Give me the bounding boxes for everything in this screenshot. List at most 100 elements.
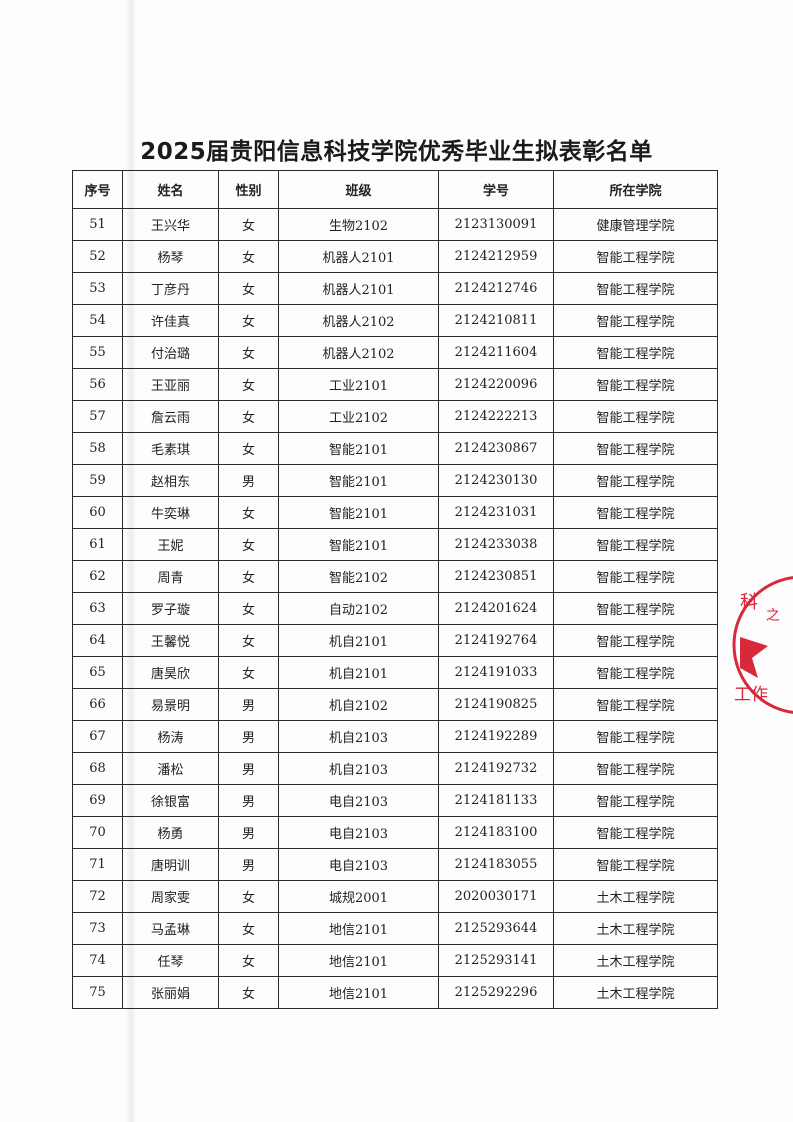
cell-gender: 女 — [218, 912, 279, 945]
cell-class: 智能2101 — [278, 464, 439, 497]
cell-student-id: 2124192732 — [438, 752, 554, 785]
cell-college: 土木工程学院 — [553, 976, 718, 1009]
cell-student-id: 2124191033 — [438, 656, 554, 689]
cell-gender: 男 — [218, 848, 279, 881]
cell-college: 智能工程学院 — [553, 304, 718, 337]
cell-class: 智能2101 — [278, 496, 439, 529]
cell-class: 机自2102 — [278, 688, 439, 721]
cell-class: 机器人2101 — [278, 240, 439, 273]
column-header-seq: 序号 — [72, 170, 123, 209]
cell-student-id: 2124230130 — [438, 464, 554, 497]
cell-seq: 68 — [72, 752, 123, 785]
cell-student-id: 2124212746 — [438, 272, 554, 305]
cell-gender: 女 — [218, 976, 279, 1009]
cell-gender: 男 — [218, 464, 279, 497]
cell-class: 机自2101 — [278, 624, 439, 657]
cell-student-id: 2124212959 — [438, 240, 554, 273]
table-row: 75 张丽娟女地信2101 2125292296 土木工程学院 — [72, 976, 718, 1009]
cell-gender: 女 — [218, 560, 279, 593]
cell-seq: 54 — [72, 304, 123, 337]
cell-gender: 女 — [218, 624, 279, 657]
column-header-name: 姓名 — [122, 170, 219, 209]
cell-college: 智能工程学院 — [553, 784, 718, 817]
cell-college: 智能工程学院 — [553, 848, 718, 881]
table-row: 70 杨勇男电自2103 2124183100 智能工程学院 — [72, 816, 718, 849]
table-row: 55 付治璐女机器人2102 2124211604 智能工程学院 — [72, 336, 718, 369]
cell-name: 唐明训 — [122, 848, 219, 881]
cell-college: 智能工程学院 — [553, 240, 718, 273]
cell-name: 张丽娟 — [122, 976, 219, 1009]
cell-gender: 男 — [218, 688, 279, 721]
cell-seq: 74 — [72, 944, 123, 977]
table-row: 64 王馨悦女机自2101 2124192764 智能工程学院 — [72, 624, 718, 657]
cell-college: 智能工程学院 — [553, 368, 718, 401]
cell-class: 机器人2102 — [278, 304, 439, 337]
cell-name: 王亚丽 — [122, 368, 219, 401]
cell-student-id: 2124201624 — [438, 592, 554, 625]
cell-seq: 56 — [72, 368, 123, 401]
cell-class: 工业2102 — [278, 400, 439, 433]
cell-student-id: 2124192289 — [438, 720, 554, 753]
cell-college: 智能工程学院 — [553, 816, 718, 849]
cell-gender: 女 — [218, 368, 279, 401]
cell-class: 地信2101 — [278, 976, 439, 1009]
table-row: 59 赵相东男智能2101 2124230130 智能工程学院 — [72, 464, 718, 497]
cell-class: 自动2102 — [278, 592, 439, 625]
cell-class: 电自2103 — [278, 816, 439, 849]
cell-gender: 女 — [218, 432, 279, 465]
cell-seq: 52 — [72, 240, 123, 273]
cell-name: 杨勇 — [122, 816, 219, 849]
cell-gender: 女 — [218, 592, 279, 625]
cell-seq: 59 — [72, 464, 123, 497]
cell-seq: 63 — [72, 592, 123, 625]
cell-gender: 女 — [218, 208, 279, 241]
column-header-gender: 性别 — [218, 170, 279, 209]
cell-college: 土木工程学院 — [553, 880, 718, 913]
table-row: 56 王亚丽女工业2101 2124220096 智能工程学院 — [72, 368, 718, 401]
cell-seq: 60 — [72, 496, 123, 529]
cell-student-id: 2125293141 — [438, 944, 554, 977]
table-row: 63 罗子璇女自动2102 2124201624 智能工程学院 — [72, 592, 718, 625]
cell-student-id: 2124222213 — [438, 400, 554, 433]
cell-student-id: 2124192764 — [438, 624, 554, 657]
cell-student-id: 2124230867 — [438, 432, 554, 465]
cell-class: 生物2102 — [278, 208, 439, 241]
cell-gender: 女 — [218, 944, 279, 977]
table-header-row: 序号 姓名 性别 班级 学号 所在学院 — [72, 170, 718, 209]
cell-name: 易景明 — [122, 688, 219, 721]
table-row: 73 马孟琳女地信2101 2125293644 土木工程学院 — [72, 912, 718, 945]
table-row: 60 牛奕琳女智能2101 2124231031 智能工程学院 — [72, 496, 718, 529]
cell-college: 智能工程学院 — [553, 528, 718, 561]
table-row: 65 唐昊欣女机自2101 2124191033 智能工程学院 — [72, 656, 718, 689]
cell-student-id: 2124181133 — [438, 784, 554, 817]
cell-college: 智能工程学院 — [553, 496, 718, 529]
cell-college: 智能工程学院 — [553, 272, 718, 305]
cell-name: 周家雯 — [122, 880, 219, 913]
cell-gender: 男 — [218, 784, 279, 817]
cell-college: 健康管理学院 — [553, 208, 718, 241]
cell-student-id: 2124183055 — [438, 848, 554, 881]
cell-gender: 女 — [218, 656, 279, 689]
cell-college: 智能工程学院 — [553, 688, 718, 721]
cell-class: 城规2001 — [278, 880, 439, 913]
table-row: 61 王妮女智能2101 2124233038 智能工程学院 — [72, 528, 718, 561]
cell-college: 土木工程学院 — [553, 944, 718, 977]
cell-seq: 72 — [72, 880, 123, 913]
cell-name: 王馨悦 — [122, 624, 219, 657]
cell-seq: 51 — [72, 208, 123, 241]
column-header-class: 班级 — [278, 170, 439, 209]
cell-student-id: 2124233038 — [438, 528, 554, 561]
cell-gender: 女 — [218, 304, 279, 337]
cell-name: 许佳真 — [122, 304, 219, 337]
table-row: 66 易景明男机自2102 2124190825 智能工程学院 — [72, 688, 718, 721]
cell-class: 智能2101 — [278, 432, 439, 465]
table-row: 62 周青女智能2102 2124230851 智能工程学院 — [72, 560, 718, 593]
cell-name: 唐昊欣 — [122, 656, 219, 689]
cell-seq: 67 — [72, 720, 123, 753]
cell-name: 杨涛 — [122, 720, 219, 753]
cell-class: 工业2101 — [278, 368, 439, 401]
cell-student-id: 2125293644 — [438, 912, 554, 945]
cell-college: 智能工程学院 — [553, 560, 718, 593]
table-row: 67 杨涛男机自2103 2124192289 智能工程学院 — [72, 720, 718, 753]
cell-seq: 69 — [72, 784, 123, 817]
